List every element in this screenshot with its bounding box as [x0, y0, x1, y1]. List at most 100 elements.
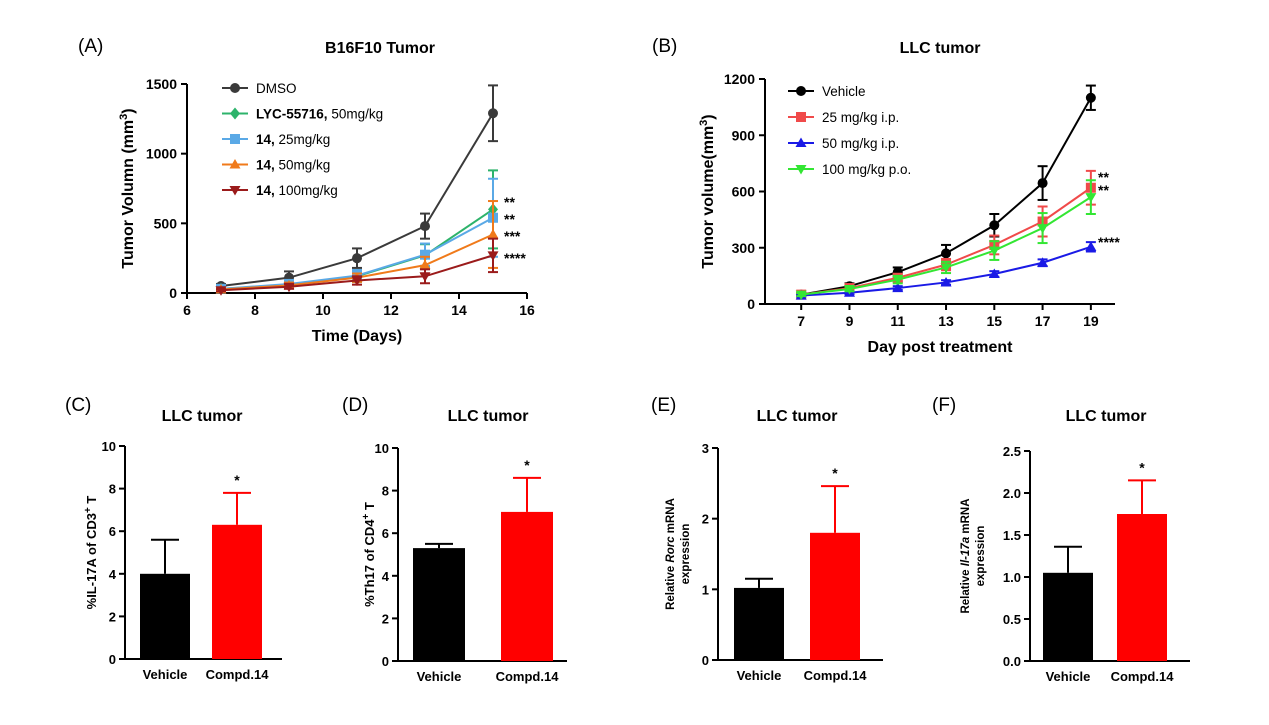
y-axis-label-line2: expression — [680, 524, 692, 585]
y-tick-label: 2 — [702, 512, 709, 527]
y-tick-label: 1 — [702, 582, 709, 597]
bar — [734, 587, 784, 660]
chart-title: LLC tumor — [1066, 408, 1147, 425]
x-tick-label: Vehicle — [1046, 669, 1091, 684]
legend-label: Vehicle — [822, 84, 866, 99]
significance-marker: * — [1139, 459, 1145, 475]
x-axis-label: Day post treatment — [868, 339, 1014, 356]
y-label-post: T — [362, 502, 377, 514]
bar — [140, 573, 190, 659]
data-point — [351, 276, 363, 286]
panel-label: (B) — [652, 36, 677, 57]
y-tick-label: 0 — [747, 296, 755, 312]
chart-title: LLC tumor — [448, 408, 529, 425]
significance-marker: ** — [504, 194, 515, 210]
legend-label: 25 mg/kg i.p. — [822, 110, 899, 125]
significance-marker: ** — [1098, 169, 1109, 185]
y-tick-label: 6 — [109, 524, 116, 539]
legend-item: DMSO — [222, 81, 297, 96]
data-point — [487, 228, 499, 239]
legend-marker — [795, 137, 807, 147]
y-label-italic: Rorc — [665, 536, 677, 563]
legend-label-text: 25mg/kg — [275, 132, 331, 147]
x-tick-label: 14 — [451, 302, 467, 318]
y-label-main: %Th17 of CD4 — [362, 519, 377, 607]
x-tick-label: Vehicle — [143, 667, 188, 682]
data-point — [283, 282, 295, 293]
y-tick-label: 2 — [382, 611, 389, 626]
x-tick-label: Compd.14 — [1111, 669, 1175, 684]
chart-title: LLC tumor — [757, 408, 838, 425]
panel-label: (A) — [78, 36, 103, 57]
bar — [501, 511, 553, 661]
y-tick-label: 4 — [382, 569, 390, 584]
y-label-post: T — [84, 496, 99, 508]
data-point — [420, 221, 430, 232]
data-point — [420, 249, 430, 260]
panel-label: (F) — [932, 395, 956, 416]
panel-label: (D) — [342, 395, 368, 416]
y-label-pre: Relative — [960, 566, 972, 613]
x-tick-label: Compd.14 — [804, 668, 868, 683]
significance-marker: * — [832, 465, 838, 481]
x-tick-label: 7 — [797, 313, 805, 329]
legend-label-text: 50mg/kg — [275, 158, 331, 173]
y-label-sup: 3 — [118, 114, 130, 120]
legend-label-bold: 14, — [256, 132, 275, 147]
y-tick-label: 10 — [375, 441, 389, 456]
data-point — [989, 220, 1000, 231]
legend-marker — [230, 83, 240, 93]
data-point — [1037, 257, 1049, 267]
legend-item: Vehicle — [788, 84, 866, 99]
y-tick-label: 0.0 — [1003, 654, 1021, 669]
x-tick-label: 10 — [315, 302, 331, 318]
legend-label-text: 50 mg/kg i.p. — [822, 136, 899, 151]
y-label-main: Tumor volume(mm — [700, 126, 717, 269]
bar — [212, 524, 262, 659]
y-label-italic: Il-17a — [960, 536, 972, 566]
significance-marker: **** — [1098, 234, 1120, 250]
bar — [413, 548, 465, 661]
y-label-post: mRNA — [665, 498, 677, 536]
y-tick-label: 0 — [109, 652, 116, 667]
chart-B: (B) LLC tumor 7 9 11 13 15 17 19 0 300 600 900 1200 Da… — [652, 36, 1120, 356]
y-tick-label: 900 — [732, 127, 756, 143]
legend-marker — [229, 159, 241, 169]
data-point — [215, 286, 227, 296]
x-tick-label: Vehicle — [417, 669, 462, 684]
legend-label-text: Vehicle — [822, 84, 866, 99]
y-axis-label-line1: Relative Il-17a mRNA — [960, 498, 972, 613]
x-tick-label: 19 — [1083, 313, 1099, 329]
y-tick-label: 1500 — [146, 76, 177, 92]
chart-F: (F) LLC tumor 0.0 0.5 1.0 1.5 2.0 2.5 Vehicle Com… — [932, 395, 1190, 684]
y-tick-label: 600 — [732, 184, 756, 200]
x-tick-label: 16 — [519, 302, 535, 318]
x-tick-label: 8 — [251, 302, 259, 318]
legend-item: 25 mg/kg i.p. — [788, 110, 899, 125]
legend-item: 100 mg/kg p.o. — [788, 162, 911, 177]
legend-marker — [795, 165, 807, 175]
y-tick-label: 2.0 — [1003, 486, 1021, 501]
data-point — [940, 263, 952, 273]
legend-label: 100 mg/kg p.o. — [822, 162, 911, 177]
data-point — [941, 248, 952, 259]
y-label-main: %IL-17A of CD3 — [84, 513, 99, 609]
x-tick-label: 6 — [183, 302, 191, 318]
chart-D: (D) LLC tumor 0 2 4 6 8 10 Vehicle Compd.14 * %Th17… — [342, 395, 567, 684]
data-point — [843, 285, 855, 295]
significance-marker: * — [234, 472, 240, 488]
y-label-main: Tumor Volumn (mm — [120, 120, 137, 269]
chart-title: LLC tumor — [162, 408, 243, 425]
legend-marker — [796, 112, 806, 122]
legend-label-text: 100mg/kg — [275, 183, 338, 198]
x-tick-label: Compd.14 — [206, 667, 270, 682]
legend-item: 14, 25mg/kg — [222, 132, 330, 147]
legend-marker — [230, 134, 240, 144]
data-point — [988, 268, 1000, 278]
legend-label: 50 mg/kg i.p. — [822, 136, 899, 151]
data-point — [352, 253, 362, 264]
y-tick-label: 0.5 — [1003, 612, 1021, 627]
data-point — [419, 259, 431, 270]
data-point — [487, 251, 499, 261]
legend-label-bold: 14, — [256, 158, 275, 173]
